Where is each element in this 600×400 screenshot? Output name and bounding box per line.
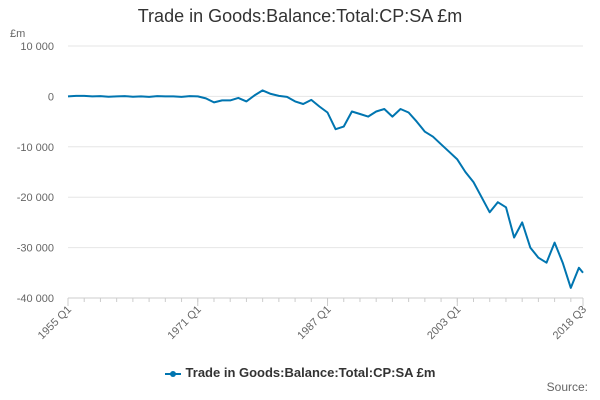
y-tick-label: -40 000 [17, 293, 54, 305]
y-axis-ticks: 10 000 0 -10 000 -20 000 -30 000 -40 000 [17, 41, 54, 305]
legend-line-icon [164, 370, 181, 377]
y-tick-label: -30 000 [17, 243, 54, 255]
x-tick-label: 1971 Q1 [166, 304, 204, 342]
x-tick-label: 2003 Q1 [425, 304, 463, 342]
y-tick-label: -10 000 [17, 142, 54, 154]
y-tick-label: 0 [48, 91, 54, 103]
legend-label: Trade in Goods:Balance:Total:CP:SA £m [185, 365, 436, 380]
chart-title: Trade in Goods:Balance:Total:CP:SA £m [137, 6, 463, 26]
series-line [67, 89, 584, 289]
x-tick-label: 2018 Q3 [551, 304, 589, 342]
legend[interactable]: Trade in Goods:Balance:Total:CP:SA £m [0, 365, 600, 380]
gridlines [68, 45, 583, 299]
x-tick-label: 1955 Q1 [36, 304, 74, 342]
y-tick-label: -20 000 [17, 192, 54, 204]
y-tick-label: 10 000 [20, 41, 54, 53]
source-label: Source: [546, 380, 588, 394]
y-axis-unit-label: £m [10, 28, 26, 40]
x-axis: 1955 Q1 1971 Q1 1987 Q1 2003 Q1 2018 Q3 [36, 297, 589, 342]
x-tick-label: 1987 Q1 [295, 304, 333, 342]
series-layer [67, 89, 584, 289]
